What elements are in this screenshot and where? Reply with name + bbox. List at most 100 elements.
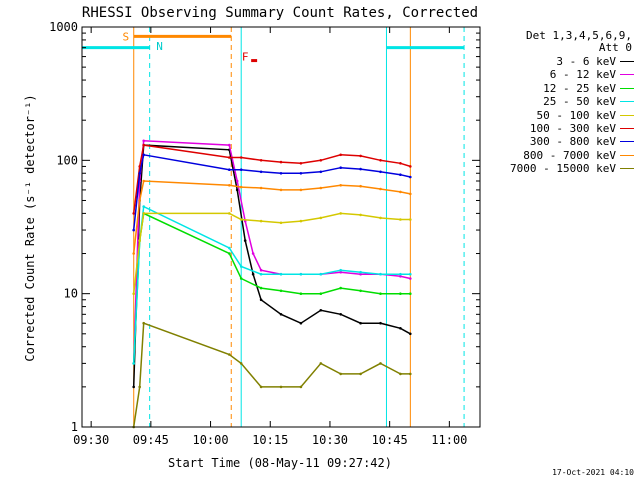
- legend-swatch: [620, 74, 634, 76]
- series-point: [379, 170, 382, 174]
- series-line: [132, 180, 411, 254]
- series-point: [359, 289, 362, 293]
- series-point: [228, 252, 231, 255]
- legend-label: 800 - 7000 keV: [523, 148, 616, 162]
- series-point: [299, 162, 303, 165]
- series-point: [399, 173, 402, 176]
- series-point: [299, 188, 303, 192]
- legend-label: 300 - 800 keV: [529, 135, 616, 149]
- series-point: [409, 165, 412, 168]
- series-point: [379, 362, 382, 365]
- legend-label: 7000 - 15000 keV: [510, 162, 616, 176]
- series-point: [142, 153, 145, 157]
- series-point: [409, 332, 412, 336]
- series-point: [379, 216, 382, 220]
- series-line: [132, 140, 411, 364]
- series-point: [319, 362, 323, 365]
- series-point: [279, 272, 283, 276]
- legend-swatch: [620, 114, 634, 116]
- legend-swatch: [620, 101, 634, 103]
- series-point: [235, 188, 239, 192]
- series-point: [359, 184, 362, 188]
- series-point: [379, 321, 382, 325]
- series-point: [399, 218, 402, 221]
- legend-entry: 3 - 6 keV: [556, 56, 634, 67]
- series-point: [138, 385, 141, 389]
- series-point: [319, 170, 323, 174]
- series-point: [228, 353, 231, 356]
- legend-label: 12 - 25 keV: [543, 81, 616, 95]
- series-point: [359, 154, 362, 158]
- series-point: [138, 239, 141, 242]
- series-point: [359, 213, 362, 217]
- series-point: [409, 218, 412, 221]
- series-point: [259, 298, 263, 302]
- series-point: [319, 186, 323, 190]
- legend-entry: 800 - 7000 keV: [523, 150, 634, 161]
- series-point: [299, 172, 303, 175]
- series-point: [299, 321, 303, 325]
- series-point: [279, 221, 283, 225]
- series-point: [239, 218, 243, 221]
- legend-entry: 12 - 25 keV: [543, 83, 634, 94]
- series-point: [359, 372, 362, 376]
- series-point: [142, 321, 145, 325]
- series-point: [251, 272, 255, 276]
- series-point: [142, 143, 145, 147]
- legend-entry: 25 - 50 keV: [543, 96, 634, 107]
- series-point: [132, 362, 135, 365]
- series-point: [339, 268, 343, 272]
- series-point: [259, 159, 263, 162]
- series-point: [409, 372, 412, 376]
- plot-frame: [81, 26, 481, 428]
- series-point: [239, 362, 243, 365]
- legend-entry: 300 - 800 keV: [530, 136, 634, 147]
- y-tick-label: 1000: [49, 20, 78, 34]
- y-tick-label: 10: [64, 287, 78, 301]
- series-point: [279, 172, 283, 175]
- series-point: [279, 188, 283, 192]
- series-point: [259, 170, 263, 174]
- series-point: [409, 272, 412, 276]
- series-line: [132, 212, 411, 364]
- series-point: [339, 153, 343, 157]
- series-point: [339, 270, 343, 274]
- series-point: [142, 212, 145, 215]
- series-line: [132, 144, 411, 214]
- series-point: [142, 139, 145, 143]
- legend-entry: 100 - 300 keV: [530, 123, 634, 134]
- y-tick-label: 100: [56, 153, 78, 167]
- annotation-letter: S: [122, 30, 129, 43]
- series-line: [132, 322, 411, 428]
- series-point: [228, 143, 231, 147]
- series-point: [359, 321, 362, 325]
- series-point: [279, 313, 283, 316]
- detector-header: Det 1,3,4,5,6,9,: [526, 29, 632, 42]
- legend-label: 3 - 6 keV: [556, 55, 616, 68]
- series-point: [399, 327, 402, 330]
- series-point: [228, 156, 231, 159]
- series-point: [409, 192, 412, 196]
- series-point: [228, 246, 231, 250]
- series-point: [399, 275, 402, 278]
- series-point: [299, 272, 303, 276]
- annotation-letter: N: [156, 40, 163, 53]
- legend-entry: 7000 - 15000 keV: [510, 163, 634, 174]
- legend-entry: 50 - 100 keV: [537, 110, 634, 121]
- series-point: [379, 187, 382, 191]
- series-point: [339, 372, 343, 376]
- series-point: [279, 289, 283, 293]
- series-point: [359, 272, 362, 276]
- series-line: [132, 144, 411, 387]
- x-tick-label: 10:30: [312, 433, 348, 447]
- series-line: [132, 153, 411, 231]
- series-point: [339, 286, 343, 290]
- legend-swatch: [620, 87, 634, 89]
- series-point: [228, 184, 231, 187]
- y-axis-label: Corrected Count Rate (s⁻¹ detector⁻¹): [23, 94, 37, 361]
- series-point: [132, 228, 135, 232]
- legend-swatch: [620, 128, 634, 129]
- series-point: [259, 385, 263, 389]
- series-point: [235, 179, 239, 183]
